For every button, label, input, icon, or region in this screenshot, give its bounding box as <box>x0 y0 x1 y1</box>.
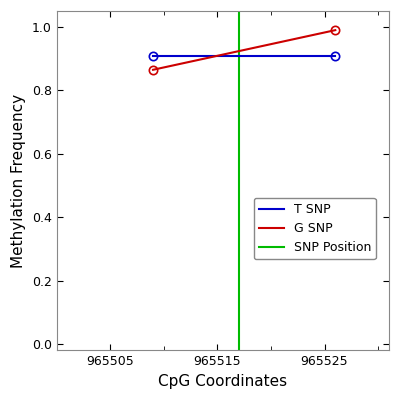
Legend: T SNP, G SNP, SNP Position: T SNP, G SNP, SNP Position <box>254 198 376 259</box>
X-axis label: CpG Coordinates: CpG Coordinates <box>158 374 287 389</box>
Y-axis label: Methylation Frequency: Methylation Frequency <box>11 94 26 268</box>
